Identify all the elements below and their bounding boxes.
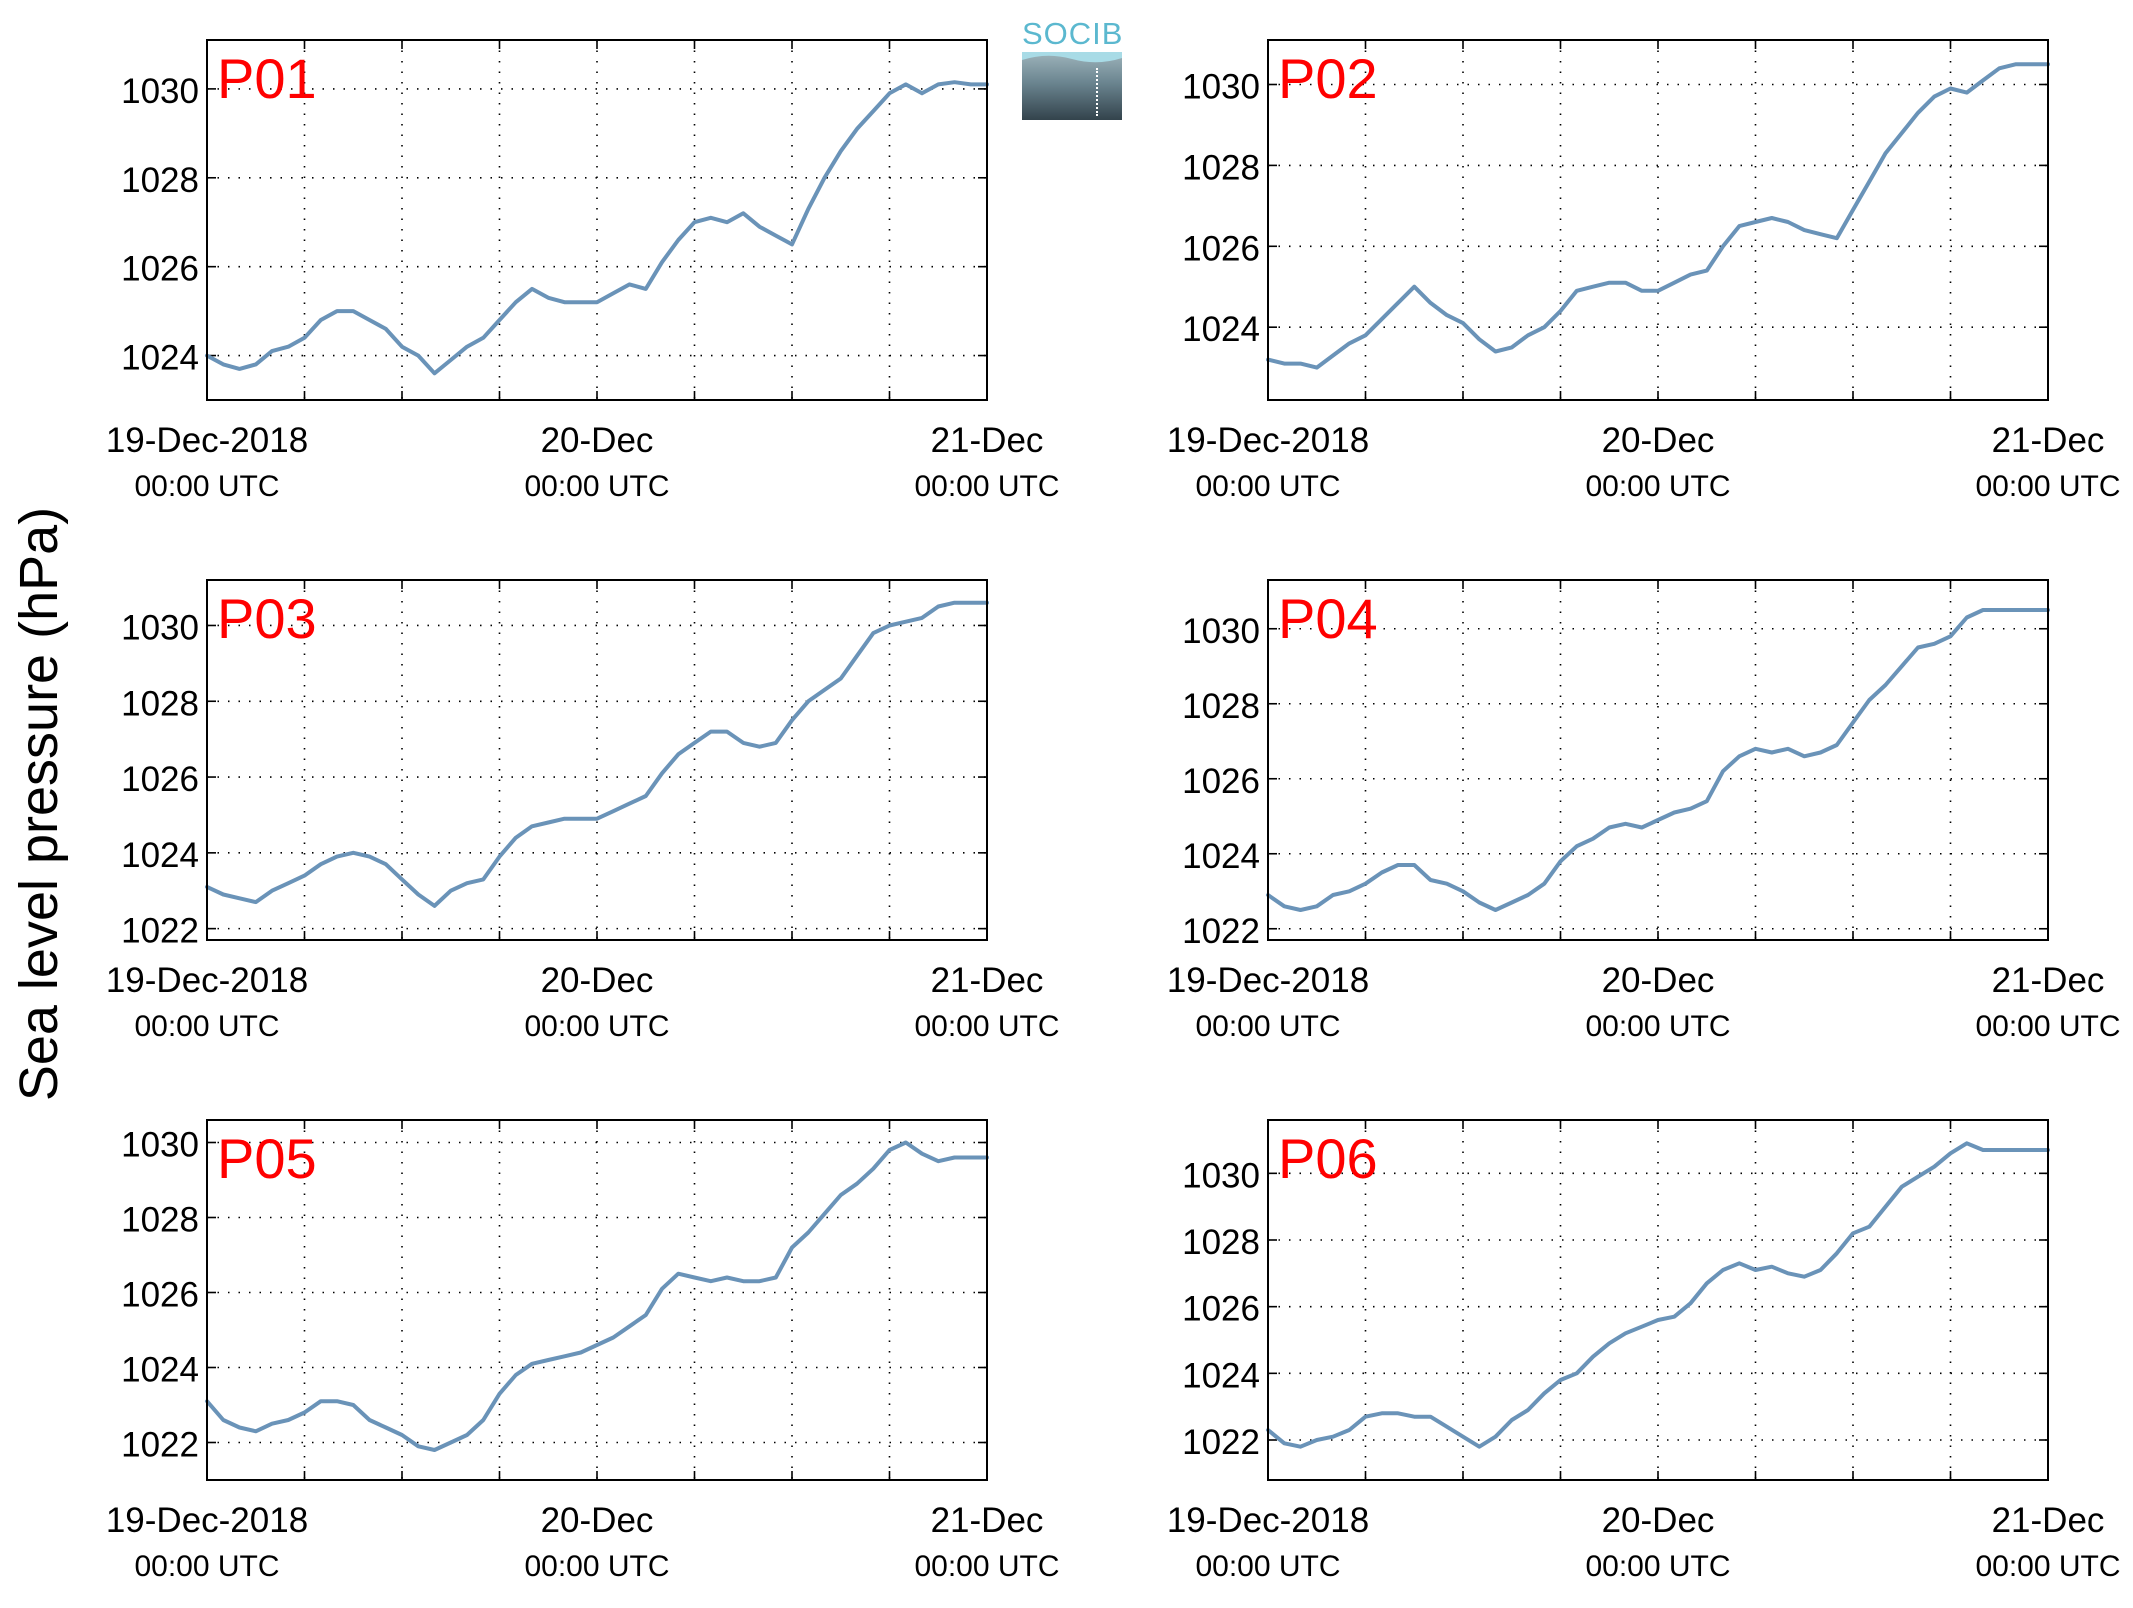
p6-y-tick-label: 1030	[1182, 1156, 1260, 1195]
p4-panel-label: P04	[1278, 587, 1378, 650]
p1-x-tick-label: 21-Dec	[931, 421, 1044, 460]
p2-y-tick-label: 1030	[1182, 67, 1260, 106]
p2-x-tick-sublabel: 00:00 UTC	[1195, 470, 1340, 503]
p5-x-tick-label: 20-Dec	[541, 1501, 654, 1540]
p1-axes-frame	[206, 39, 988, 401]
p2-x-tick-sublabel: 00:00 UTC	[1975, 470, 2120, 503]
p3-x-tick-label: 20-Dec	[541, 961, 654, 1000]
p3-y-tick-label: 1022	[121, 912, 199, 951]
p1-y-tick-label: 1030	[121, 72, 199, 111]
p5-axes-frame	[206, 1119, 988, 1481]
p3-x-tick-sublabel: 00:00 UTC	[524, 1010, 669, 1043]
p5-y-tick-label: 1026	[121, 1276, 199, 1315]
p1-x-tick-sublabel: 00:00 UTC	[134, 470, 279, 503]
p3-panel-label: P03	[217, 587, 317, 650]
p4-axes-frame	[1267, 579, 2049, 941]
p3-x-tick-sublabel: 00:00 UTC	[134, 1010, 279, 1043]
p5-x-tick-sublabel: 00:00 UTC	[914, 1550, 1059, 1583]
p5-y-tick-label: 1022	[121, 1426, 199, 1465]
p4-y-tick-label: 1030	[1182, 612, 1260, 651]
p6-x-tick-sublabel: 00:00 UTC	[1195, 1550, 1340, 1583]
p4-x-tick-sublabel: 00:00 UTC	[1585, 1010, 1730, 1043]
p5-y-tick-label: 1028	[121, 1201, 199, 1240]
p2-x-tick-label: 20-Dec	[1602, 421, 1715, 460]
p3-y-tick-label: 1024	[121, 836, 199, 875]
p6-x-tick-sublabel: 00:00 UTC	[1975, 1550, 2120, 1583]
p2-series-line	[1266, 62, 2050, 370]
p4-x-tick-label: 19-Dec-2018	[1167, 961, 1369, 1000]
p6-y-tick-label: 1022	[1182, 1423, 1260, 1462]
p4-x-tick-label: 21-Dec	[1992, 961, 2105, 1000]
p1-y-tick-label: 1024	[121, 339, 199, 378]
p4-x-tick-label: 20-Dec	[1602, 961, 1715, 1000]
p1-x-tick-sublabel: 00:00 UTC	[524, 470, 669, 503]
p4-y-tick-label: 1026	[1182, 762, 1260, 801]
p6-panel-label: P06	[1278, 1127, 1378, 1190]
logo-dash-line	[1096, 68, 1098, 116]
p2-axes-frame	[1267, 39, 2049, 401]
p1-x-tick-sublabel: 00:00 UTC	[914, 470, 1059, 503]
p5-panel-label: P05	[217, 1127, 317, 1190]
p1-y-tick-label: 1028	[121, 161, 199, 200]
logo-graphic	[1022, 52, 1122, 120]
p6-x-tick-label: 19-Dec-2018	[1167, 1501, 1369, 1540]
p4-x-tick-sublabel: 00:00 UTC	[1975, 1010, 2120, 1043]
p5-x-tick-sublabel: 00:00 UTC	[524, 1550, 669, 1583]
p2-y-tick-label: 1026	[1182, 229, 1260, 268]
p5-y-tick-label: 1030	[121, 1126, 199, 1165]
p6-x-tick-sublabel: 00:00 UTC	[1585, 1550, 1730, 1583]
p2-x-tick-sublabel: 00:00 UTC	[1585, 470, 1730, 503]
p1-x-tick-label: 20-Dec	[541, 421, 654, 460]
p1-series-line	[205, 80, 989, 376]
p2-y-tick-label: 1028	[1182, 148, 1260, 187]
p3-y-tick-label: 1030	[121, 608, 199, 647]
p2-y-tick-label: 1024	[1182, 310, 1260, 349]
p3-x-tick-label: 21-Dec	[931, 961, 1044, 1000]
p1-x-tick-label: 19-Dec-2018	[106, 421, 308, 460]
p5-series-line	[205, 1140, 989, 1452]
p6-y-tick-label: 1028	[1182, 1223, 1260, 1262]
p6-y-tick-label: 1026	[1182, 1290, 1260, 1329]
p6-x-tick-label: 21-Dec	[1992, 1501, 2105, 1540]
p2-x-tick-label: 21-Dec	[1992, 421, 2105, 460]
p5-y-tick-label: 1024	[121, 1351, 199, 1390]
p4-y-tick-label: 1024	[1182, 837, 1260, 876]
p2-panel-label: P02	[1278, 47, 1378, 110]
p6-x-tick-label: 20-Dec	[1602, 1501, 1715, 1540]
p1-y-tick-label: 1026	[121, 250, 199, 289]
p6-axes-frame	[1267, 1119, 2049, 1481]
p3-x-tick-label: 19-Dec-2018	[106, 961, 308, 1000]
p1-panel-label: P01	[217, 47, 317, 110]
p3-series-line	[205, 600, 989, 908]
p6-y-tick-label: 1024	[1182, 1356, 1260, 1395]
p3-x-tick-sublabel: 00:00 UTC	[914, 1010, 1059, 1043]
p3-y-tick-label: 1026	[121, 760, 199, 799]
p4-series-line	[1266, 608, 2050, 912]
p5-x-tick-label: 19-Dec-2018	[106, 1501, 308, 1540]
p3-axes-frame	[206, 579, 988, 941]
p4-x-tick-sublabel: 00:00 UTC	[1195, 1010, 1340, 1043]
logo-wave-icon	[1022, 52, 1122, 63]
logo-text: SOCIB	[1022, 16, 1124, 51]
p2-x-tick-label: 19-Dec-2018	[1167, 421, 1369, 460]
p4-y-tick-label: 1028	[1182, 687, 1260, 726]
p4-y-tick-label: 1022	[1182, 912, 1260, 951]
p5-x-tick-label: 21-Dec	[931, 1501, 1044, 1540]
p5-x-tick-sublabel: 00:00 UTC	[134, 1550, 279, 1583]
p3-y-tick-label: 1028	[121, 684, 199, 723]
socib-logo: SOCIB	[1022, 18, 1122, 120]
p6-series-line	[1266, 1141, 2050, 1449]
